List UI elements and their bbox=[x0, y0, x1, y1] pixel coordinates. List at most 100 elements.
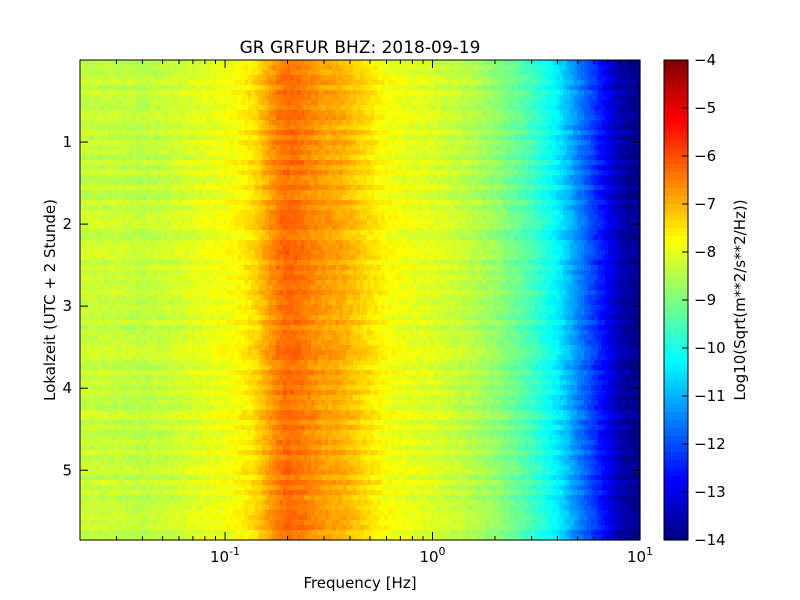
spectrogram-cell bbox=[528, 85, 533, 91]
spectrogram-cell bbox=[300, 200, 305, 206]
spectrogram-cell bbox=[101, 105, 106, 111]
spectrogram-cell bbox=[377, 110, 382, 116]
spectrogram-cell bbox=[94, 120, 99, 126]
spectrogram-cell bbox=[503, 165, 508, 171]
spectrogram-cell bbox=[521, 205, 526, 211]
spectrogram-cell bbox=[559, 205, 564, 211]
spectrogram-cell bbox=[304, 175, 309, 181]
spectrogram-cell bbox=[104, 65, 109, 71]
spectrogram-cell bbox=[626, 175, 631, 181]
spectrogram-cell bbox=[475, 120, 480, 126]
spectrogram-cell bbox=[97, 200, 102, 206]
spectrogram-cell bbox=[360, 200, 365, 206]
spectrogram-cell bbox=[283, 115, 288, 121]
spectrogram-cell bbox=[598, 110, 603, 116]
spectrogram-cell bbox=[608, 120, 613, 126]
spectrogram-cell bbox=[367, 90, 372, 96]
spectrogram-cell bbox=[153, 215, 158, 221]
spectrogram-cell bbox=[468, 200, 473, 206]
spectrogram-cell bbox=[97, 210, 102, 216]
spectrogram-cell bbox=[101, 175, 106, 181]
spectrogram-cell bbox=[346, 125, 351, 131]
spectrogram-cell bbox=[153, 195, 158, 201]
spectrogram-cell bbox=[360, 185, 365, 191]
spectrogram-cell bbox=[227, 70, 232, 76]
spectrogram-cell bbox=[570, 105, 575, 111]
spectrogram-cell bbox=[258, 80, 263, 86]
spectrogram-cell bbox=[335, 180, 340, 186]
spectrogram-cell bbox=[83, 185, 88, 191]
spectrogram-cell bbox=[528, 80, 533, 86]
spectrogram-cell bbox=[601, 125, 606, 131]
spectrogram-cell bbox=[332, 65, 337, 71]
spectrogram-cell bbox=[181, 95, 186, 101]
spectrogram-cell bbox=[248, 200, 253, 206]
spectrogram-cell bbox=[234, 175, 239, 181]
spectrogram-cell bbox=[419, 200, 424, 206]
spectrogram-cell bbox=[262, 160, 267, 166]
spectrogram-cell bbox=[115, 130, 120, 136]
spectrogram-cell bbox=[482, 180, 487, 186]
spectrogram-cell bbox=[167, 155, 172, 161]
spectrogram-cell bbox=[472, 115, 477, 121]
spectrogram-cell bbox=[83, 200, 88, 206]
spectrogram-cell bbox=[188, 215, 193, 221]
spectrogram-cell bbox=[160, 215, 165, 221]
spectrogram-cell bbox=[514, 75, 519, 81]
spectrogram-cell bbox=[402, 125, 407, 131]
spectrogram-cell bbox=[381, 155, 386, 161]
spectrogram-cell bbox=[129, 210, 134, 216]
spectrogram-cell bbox=[475, 95, 480, 101]
spectrogram-cell bbox=[363, 175, 368, 181]
spectrogram-cell bbox=[132, 100, 137, 106]
spectrogram-cell bbox=[255, 180, 260, 186]
spectrogram-cell bbox=[430, 110, 435, 116]
spectrogram-cell bbox=[321, 135, 326, 141]
spectrogram-cell bbox=[353, 210, 358, 216]
spectrogram-cell bbox=[636, 170, 641, 176]
spectrogram-cell bbox=[286, 145, 291, 151]
spectrogram-cell bbox=[283, 85, 288, 91]
spectrogram-cell bbox=[244, 115, 249, 121]
spectrogram-cell bbox=[101, 215, 106, 221]
spectrogram-cell bbox=[528, 125, 533, 131]
spectrogram-cell bbox=[192, 105, 197, 111]
spectrogram-cell bbox=[346, 175, 351, 181]
spectrogram-cell bbox=[573, 180, 578, 186]
spectrogram-cell bbox=[542, 155, 547, 161]
spectrogram-cell bbox=[146, 175, 151, 181]
spectrogram-cell bbox=[545, 185, 550, 191]
spectrogram-cell bbox=[174, 200, 179, 206]
spectrogram-cell bbox=[269, 60, 274, 66]
spectrogram-cell bbox=[258, 180, 263, 186]
spectrogram-cell bbox=[475, 65, 480, 71]
spectrogram-cell bbox=[542, 150, 547, 156]
spectrogram-cell bbox=[556, 140, 561, 146]
spectrogram-cell bbox=[178, 70, 183, 76]
spectrogram-cell bbox=[125, 70, 130, 76]
spectrogram-cell bbox=[538, 205, 543, 211]
spectrogram-cell bbox=[489, 155, 494, 161]
spectrogram-cell bbox=[584, 160, 589, 166]
spectrogram-cell bbox=[269, 75, 274, 81]
spectrogram-cell bbox=[552, 155, 557, 161]
spectrogram-cell bbox=[605, 115, 610, 121]
spectrogram-cell bbox=[90, 90, 95, 96]
spectrogram-cell bbox=[524, 135, 529, 141]
spectrogram-cell bbox=[419, 180, 424, 186]
spectrogram-cell bbox=[419, 160, 424, 166]
spectrogram-cell bbox=[199, 205, 204, 211]
spectrogram-cell bbox=[178, 135, 183, 141]
spectrogram-cell bbox=[136, 100, 141, 106]
spectrogram-cell bbox=[325, 190, 330, 196]
spectrogram-cell bbox=[577, 150, 582, 156]
spectrogram-cell bbox=[248, 155, 253, 161]
spectrogram-cell bbox=[342, 100, 347, 106]
spectrogram-cell bbox=[489, 130, 494, 136]
spectrogram-cell bbox=[339, 105, 344, 111]
spectrogram-cell bbox=[633, 155, 638, 161]
spectrogram-cell bbox=[132, 215, 137, 221]
spectrogram-cell bbox=[535, 175, 540, 181]
spectrogram-cell bbox=[486, 75, 491, 81]
spectrogram-cell bbox=[479, 95, 484, 101]
